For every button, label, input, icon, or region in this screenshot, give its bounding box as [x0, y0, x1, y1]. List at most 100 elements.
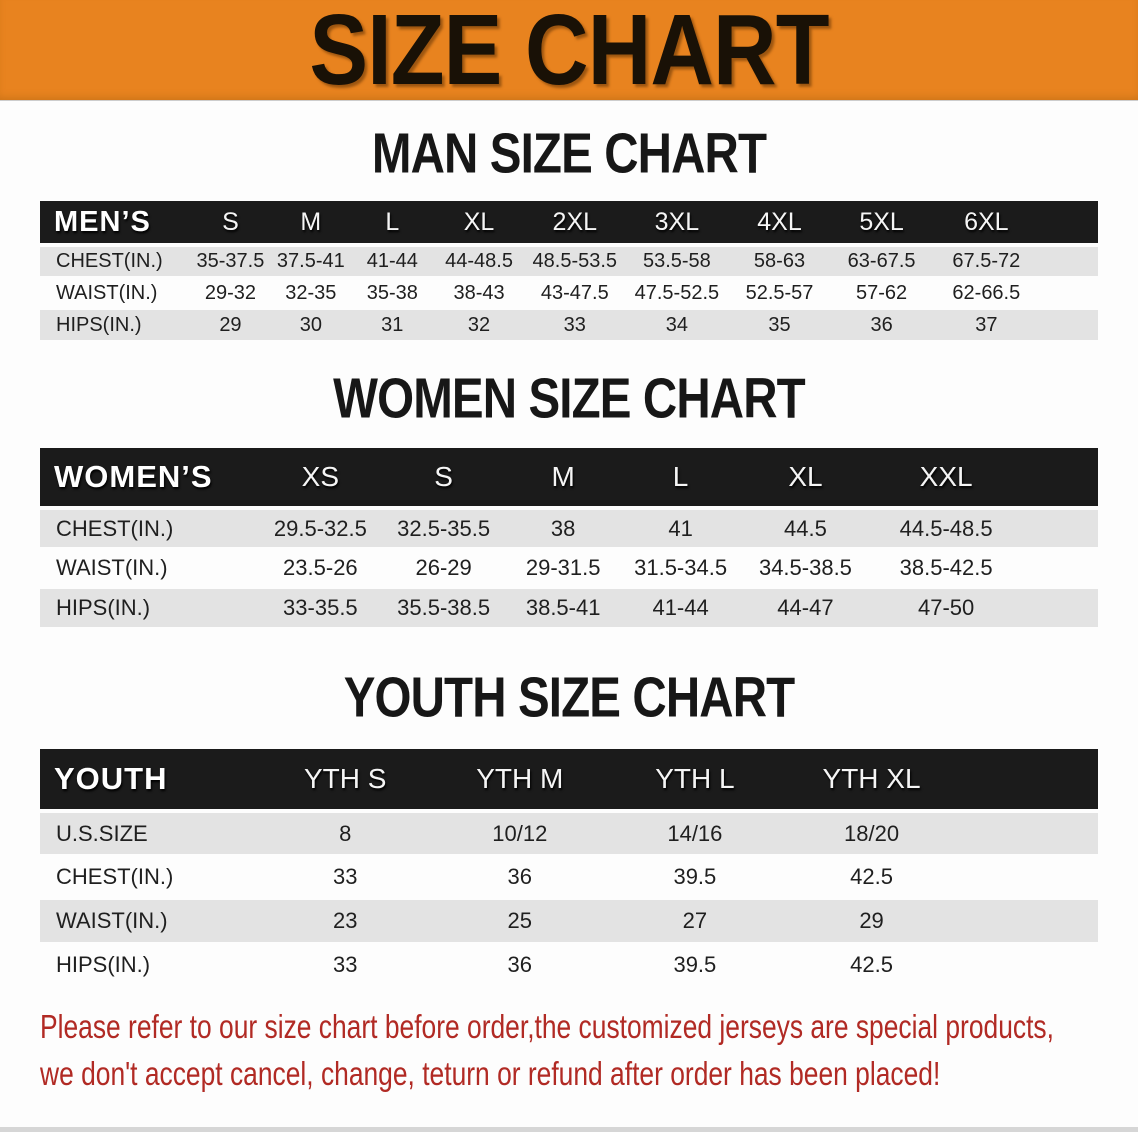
- measurement-value: 44-48.5: [433, 245, 525, 278]
- measurement-value: 27: [607, 899, 783, 944]
- banner: SIZE CHART: [0, 0, 1138, 101]
- measurement-row: HIPS(IN.) 33 36 39.5 42.5: [40, 943, 1098, 988]
- header-spacer-cell: [1039, 201, 1098, 247]
- measurement-value: 44-47: [739, 588, 872, 629]
- measurement-value: 33: [257, 855, 433, 900]
- measurement-value: 36: [432, 855, 608, 900]
- women-size-table: WOMEN’S XS S M L XL XXL CHEST(IN.) 29.5-32.5 32.5…: [40, 448, 1098, 629]
- measurement-value: 29-32: [190, 277, 271, 310]
- measurement-row: WAIST(IN.) 23 25 27 29: [40, 899, 1098, 944]
- notice-line-1: Please refer to our size chart before or…: [40, 1008, 1054, 1045]
- table-group-label: WOMEN’S: [40, 448, 258, 510]
- youth-section-title-text: YOUTH SIZE CHART: [343, 666, 795, 730]
- measurement-label: WAIST(IN.): [40, 899, 258, 944]
- measurement-value: 10/12: [432, 811, 608, 856]
- measurement-label: WAIST(IN.): [40, 548, 258, 589]
- measurement-value: 47-50: [871, 588, 1021, 629]
- row-spacer-cell: [960, 855, 1098, 900]
- men-size-table: MEN’S S M L XL 2XL 3XL 4XL 5XL 6XL CHEST(IN.) 35-37…: [40, 201, 1098, 342]
- measurement-value: 39.5: [607, 943, 783, 988]
- measurement-value: 18/20: [782, 811, 961, 856]
- measurement-value: 33: [257, 943, 433, 988]
- measurement-value: 41-44: [351, 245, 434, 278]
- measurement-value: 32: [433, 309, 525, 342]
- measurement-value: 42.5: [782, 943, 961, 988]
- measurement-row: CHEST(IN.) 35-37.5 37.5-41 41-44 44-48.5 48.5…: [40, 245, 1098, 278]
- row-spacer-cell: [960, 943, 1098, 988]
- size-column-header: XXL: [871, 448, 1021, 510]
- row-spacer-cell: [1020, 588, 1098, 629]
- measurement-value: 31: [351, 309, 434, 342]
- measurement-value: 31.5-34.5: [621, 548, 740, 589]
- size-column-header: YTH L: [607, 749, 783, 813]
- header-spacer-cell: [960, 749, 1098, 813]
- measurement-value: 57-62: [830, 277, 933, 310]
- size-column-header: XS: [257, 448, 383, 510]
- men-section-title-text: MAN SIZE CHART: [371, 122, 767, 186]
- women-table-wrap: WOMEN’S XS S M L XL XXL CHEST(IN.) 29.5-32.5 32.5…: [40, 448, 1098, 629]
- measurement-value: 30: [270, 309, 352, 342]
- row-spacer-cell: [960, 899, 1098, 944]
- measurement-value: 35.5-38.5: [382, 588, 505, 629]
- measurement-value: 36: [432, 943, 608, 988]
- measurement-value: 29-31.5: [504, 548, 622, 589]
- size-column-header: XL: [433, 201, 525, 247]
- measurement-row: WAIST(IN.) 23.5-26 26-29 29-31.5 31.5-34.5 34…: [40, 548, 1098, 589]
- measurement-value: 34.5-38.5: [739, 548, 872, 589]
- size-column-header: L: [621, 448, 740, 510]
- measurement-label: HIPS(IN.): [40, 309, 191, 342]
- size-column-header: YTH S: [257, 749, 433, 813]
- measurement-value: 43-47.5: [524, 277, 626, 310]
- size-column-header: 5XL: [830, 201, 933, 247]
- measurement-value: 37.5-41: [270, 245, 352, 278]
- measurement-value: 8: [257, 811, 433, 856]
- size-column-header: S: [190, 201, 271, 247]
- notice-line-2: we don't accept cancel, change, teturn o…: [40, 1054, 941, 1092]
- measurement-value: 25: [432, 899, 608, 944]
- men-table-wrap: MEN’S S M L XL 2XL 3XL 4XL 5XL 6XL CHEST(IN.) 35-37…: [40, 201, 1098, 342]
- measurement-value: 23: [257, 899, 433, 944]
- women-section: WOMEN SIZE CHART WOMEN’S XS S M L XL XXL CHEST(…: [0, 342, 1138, 629]
- measurement-label: HIPS(IN.): [40, 943, 258, 988]
- measurement-value: 42.5: [782, 855, 961, 900]
- measurement-value: 32.5-35.5: [382, 508, 505, 549]
- measurement-label: CHEST(IN.): [40, 855, 258, 900]
- row-spacer-cell: [1039, 277, 1098, 310]
- size-table-header-row: WOMEN’S XS S M L XL XXL: [40, 448, 1098, 510]
- measurement-value: 58-63: [728, 245, 831, 278]
- women-section-title: WOMEN SIZE CHART: [0, 342, 1138, 448]
- measurement-label: CHEST(IN.): [40, 508, 258, 549]
- size-table-header-row: MEN’S S M L XL 2XL 3XL 4XL 5XL 6XL: [40, 201, 1098, 247]
- measurement-value: 63-67.5: [830, 245, 933, 278]
- measurement-value: 41: [621, 508, 740, 549]
- size-column-header: S: [382, 448, 505, 510]
- measurement-value: 33: [524, 309, 626, 342]
- measurement-value: 35-37.5: [190, 245, 271, 278]
- measurement-value: 32-35: [270, 277, 352, 310]
- row-spacer-cell: [1039, 309, 1098, 342]
- table-group-label: YOUTH: [40, 749, 258, 813]
- measurement-value: 47.5-52.5: [625, 277, 729, 310]
- size-column-header: XL: [739, 448, 872, 510]
- youth-size-table: YOUTH YTH S YTH M YTH L YTH XL U.S.SIZE 8 10/12…: [40, 749, 1098, 988]
- measurement-value: 52.5-57: [728, 277, 831, 310]
- row-spacer-cell: [960, 811, 1098, 856]
- size-table-header-row: YOUTH YTH S YTH M YTH L YTH XL: [40, 749, 1098, 813]
- measurement-value: 38.5-42.5: [871, 548, 1021, 589]
- size-column-header: YTH XL: [782, 749, 961, 813]
- youth-section: YOUTH SIZE CHART YOUTH YTH S YTH M YTH L YTH…: [0, 629, 1138, 988]
- measurement-value: 44.5-48.5: [871, 508, 1021, 549]
- size-column-header: YTH M: [432, 749, 608, 813]
- measurement-row: HIPS(IN.) 29 30 31 32 33 34 35 36 37: [40, 309, 1098, 342]
- measurement-value: 41-44: [621, 588, 740, 629]
- measurement-label: CHEST(IN.): [40, 245, 191, 278]
- measurement-value: 38: [504, 508, 622, 549]
- size-column-header: 4XL: [728, 201, 831, 247]
- header-spacer-cell: [1020, 448, 1098, 510]
- measurement-value: 29: [190, 309, 271, 342]
- size-column-header: 6XL: [932, 201, 1040, 247]
- men-section-title: MAN SIZE CHART: [0, 101, 1138, 201]
- size-column-header: M: [270, 201, 352, 247]
- bottom-edge-strip: [0, 1127, 1138, 1132]
